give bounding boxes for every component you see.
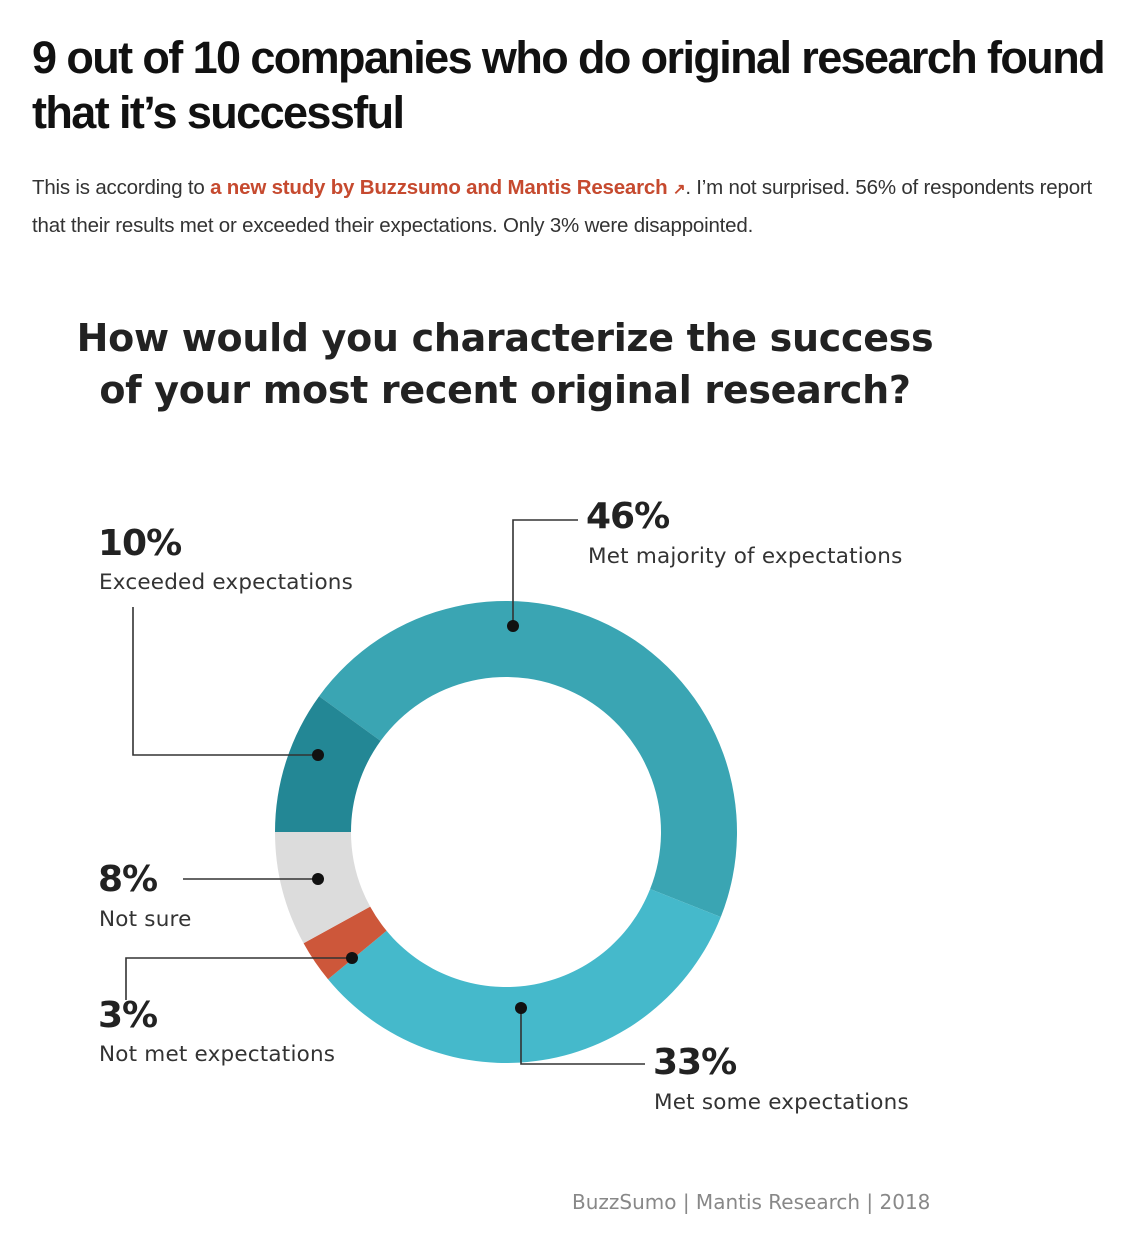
label-met-majority: Met majority of expectations (588, 544, 903, 569)
dot-not-sure (312, 873, 324, 885)
donut-segment (275, 696, 381, 832)
label-exceeded: Exceeded expectations (99, 570, 354, 595)
dot-met-some (515, 1002, 527, 1014)
label-not-met: Not met expectations (99, 1042, 336, 1067)
dot-met-majority (507, 620, 519, 632)
intro-text-before: This is according to (32, 176, 211, 199)
leader-line-not-met (125, 957, 352, 1000)
donut-segment (303, 906, 387, 980)
dot-exceeded (312, 749, 324, 761)
study-link[interactable]: a new study by Buzzsumo and Mantis Resea… (210, 176, 685, 199)
pct-met-majority: 46% (586, 496, 670, 537)
leader-line-met-majority (512, 519, 578, 626)
leader-lines (125, 519, 645, 1065)
chart-source: BuzzSumo | Mantis Research | 2018 (572, 1190, 931, 1214)
article-headline: 9 out of 10 companies who do original re… (32, 32, 1106, 138)
leader-dots (312, 620, 527, 1014)
label-met-some: Met some expectations (654, 1090, 909, 1115)
leader-line-exceeded (132, 607, 318, 756)
external-link-arrow-icon: ↗ (672, 181, 686, 198)
article-intro: This is according to a new study by Buzz… (32, 170, 1102, 244)
label-not-sure: Not sure (99, 907, 192, 932)
donut-segment (319, 600, 738, 918)
pct-not-met: 3% (98, 995, 158, 1036)
pct-not-sure: 8% (98, 859, 158, 900)
intro-text-after: . I’m not surprised. 56% of respondents … (32, 176, 1093, 237)
donut-segments (275, 600, 738, 1063)
donut-segment (328, 889, 721, 1063)
chart-title: How would you characterize the success o… (76, 316, 934, 412)
donut-segment (275, 832, 371, 944)
study-link-text: a new study by Buzzsumo and Mantis Resea… (210, 176, 668, 199)
dot-not-met (346, 952, 358, 964)
leader-line-met-some (520, 1008, 645, 1065)
pct-met-some: 33% (653, 1042, 737, 1083)
pct-exceeded: 10% (98, 523, 182, 564)
